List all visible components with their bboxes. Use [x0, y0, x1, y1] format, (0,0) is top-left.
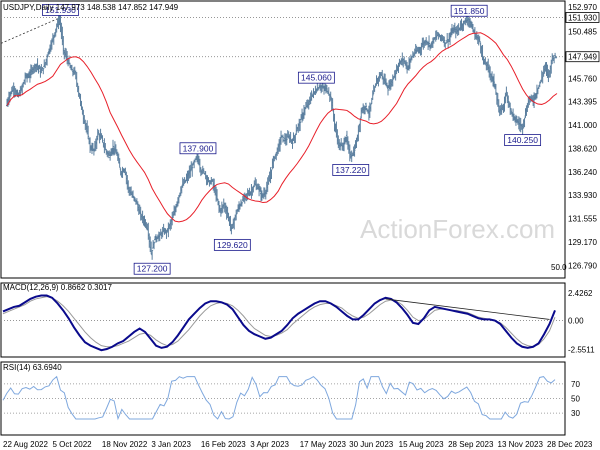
- macd-tick-label: 2.4262: [568, 289, 593, 298]
- x-tick-label: 28 Sep 2023: [448, 440, 494, 449]
- trendline-to-peak: [0, 17, 61, 44]
- price-annotation: 137.220: [332, 164, 370, 176]
- price-tick-label: 131.555: [568, 214, 597, 223]
- macd-label: MACD(12,26,9) 0.8662 0.3017: [3, 283, 113, 292]
- price-tick-label: 141.000: [568, 121, 597, 130]
- x-tick-label: 22 Aug 2022: [3, 440, 48, 449]
- macd-tick-label: -2.5511: [568, 346, 595, 355]
- price-panel: 151.930 127.200 137.900 129.620 145.060 137.2…: [0, 4, 565, 275]
- price-tick-label: 126.790: [568, 261, 597, 270]
- price-annotation: 127.200: [133, 262, 171, 275]
- price-tick-label: 138.620: [568, 145, 597, 154]
- price-annotation: 137.900: [179, 142, 217, 155]
- x-tick-label: 16 Feb 2023: [201, 440, 246, 449]
- price-tick-label: 143.395: [568, 98, 597, 107]
- panel-frames: [0, 0, 566, 436]
- price-annotation-box: [504, 134, 542, 146]
- price-annotation: 145.060: [297, 71, 335, 84]
- x-tick-label: 30 Jun 2023: [349, 440, 394, 449]
- price-panel-frame: [0, 0, 566, 279]
- price-annotation-label: 145.060: [301, 73, 332, 83]
- macd-signal-line: [2, 296, 556, 348]
- price-annotation-box: [332, 164, 370, 176]
- watermark: ActionForex.com: [360, 214, 555, 244]
- rsi-label: RSI(14) 63.6940: [3, 363, 62, 372]
- price-annotation: 151.930: [42, 4, 79, 16]
- price-annotation-label: 151.930: [45, 5, 76, 15]
- x-tick-label: 17 May 2023: [300, 440, 347, 449]
- price-annotation-box: [133, 262, 171, 275]
- price-tick-label: 133.930: [568, 191, 597, 200]
- macd-line: [2, 294, 556, 352]
- price-tick-label: 145.760: [568, 74, 597, 83]
- price-annotation-label: 151.850: [454, 6, 485, 16]
- rsi-tick-label: 50: [571, 395, 580, 404]
- price-annotation: 140.250: [504, 134, 542, 146]
- y-axis: 152.970 150.485 147.949 145.760 143.395 141.0…: [565, 3, 600, 418]
- x-tick-label: 28 Dec 2023: [547, 440, 593, 449]
- price-tick-label: 152.970: [568, 3, 597, 12]
- price-annotation-label: 127.200: [137, 264, 168, 274]
- x-axis: 22 Aug 2022 5 Oct 2022 18 Nov 2022 3 Jan 20…: [3, 440, 593, 449]
- price-tag-box: [565, 51, 600, 63]
- chart-header: USDJPY,Daily 147.973 148.538 147.852 147…: [3, 3, 179, 12]
- price-annotation-box: [179, 142, 217, 155]
- x-tick-label: 3 Apr 2023: [250, 440, 289, 449]
- price-tick-label: 147.949: [568, 53, 597, 62]
- price-annotation: 151.850: [450, 4, 488, 17]
- price-tick-label: 129.170: [568, 238, 597, 247]
- rsi-line: [2, 375, 556, 421]
- price-annotation-box: [450, 4, 488, 17]
- price-annotation-label: 137.900: [183, 143, 214, 153]
- price-tick-label: 150.485: [568, 28, 597, 37]
- moving-average-line: [6, 32, 558, 223]
- ma-period-label: 50.0: [551, 263, 567, 272]
- price-annotation-box: [297, 71, 335, 84]
- price-annotation-label: 137.220: [335, 165, 366, 175]
- price-annotation: 129.620: [213, 238, 251, 251]
- macd-tick-label: 0.00: [568, 317, 584, 326]
- rsi-tick-label: 70: [571, 380, 580, 389]
- resistance-tag-label: 151.930: [568, 13, 597, 22]
- x-tick-label: 3 Jan 2023: [151, 440, 191, 449]
- price-annotation-label: 129.620: [217, 240, 248, 250]
- price-tick-label: 136.240: [568, 168, 597, 177]
- ohlc-bars: [6, 11, 558, 260]
- price-annotation-box: [42, 4, 79, 16]
- rsi-tick-label: 30: [571, 409, 580, 418]
- watermark-text: ActionForex.com: [360, 214, 555, 244]
- rsi-panel: [1, 375, 565, 421]
- macd-trendline: [385, 298, 550, 320]
- x-tick-label: 18 Nov 2022: [102, 440, 148, 449]
- macd-panel: [1, 294, 565, 352]
- x-tick-label: 5 Oct 2022: [52, 440, 92, 449]
- resistance-tag-box: [565, 12, 600, 23]
- macd-panel-frame: [0, 282, 566, 358]
- x-tick-label: 15 Aug 2023: [399, 440, 444, 449]
- x-tick-label: 13 Nov 2023: [498, 440, 544, 449]
- price-annotation-box: [213, 238, 251, 251]
- price-annotation-label: 140.250: [507, 135, 538, 145]
